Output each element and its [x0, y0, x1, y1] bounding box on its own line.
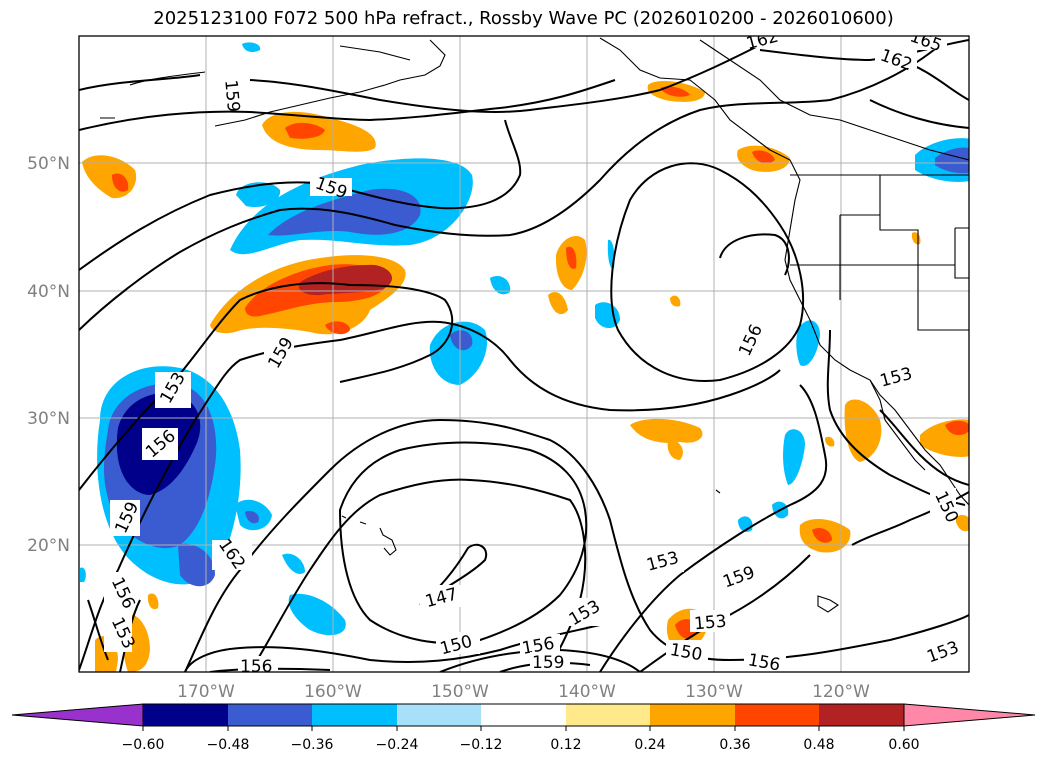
- colorbar-swatch: [397, 704, 481, 726]
- colorbar-tick-label: 0.48: [803, 737, 834, 753]
- colorbar-extend-high: [903, 703, 1036, 727]
- lat-label: 50°N: [27, 154, 70, 174]
- colorbar-tick-label: −0.36: [291, 737, 334, 753]
- figure-title: 2025123100 F072 500 hPa refract., Rossby…: [153, 8, 894, 29]
- gridlines: [79, 36, 969, 672]
- colorbar-swatch: [819, 704, 904, 726]
- colorbar-tick-label: 0.24: [634, 737, 665, 753]
- colorbar-swatch: [735, 704, 819, 726]
- colorbar-swatch: [143, 704, 228, 726]
- map-content: 162 165 162 159 159 159 156 153 153 156 …: [79, 36, 969, 677]
- contour-label: 156: [240, 657, 272, 677]
- contour-label: 156: [746, 650, 781, 675]
- colorbar-swatch: [228, 704, 312, 726]
- colorbar-tick-label: 0.36: [719, 737, 750, 753]
- colorbar-tick-label: −0.48: [207, 737, 250, 753]
- lon-label: 150°W: [431, 682, 489, 702]
- lon-label: 160°W: [304, 682, 362, 702]
- colorbar-extend-low: [11, 703, 144, 727]
- lat-label: 40°N: [27, 282, 70, 302]
- lat-label: 20°N: [27, 536, 70, 556]
- contour-label: 153: [693, 612, 727, 635]
- lon-label: 130°W: [685, 682, 743, 702]
- colorbar-tick-label: −0.24: [376, 737, 419, 753]
- colorbar-swatch: [650, 704, 735, 726]
- coastlines: [100, 37, 969, 613]
- colorbar-tick-label: −0.60: [122, 737, 165, 753]
- colorbar-tick-label: 0.12: [550, 737, 581, 753]
- lat-lon-labels: 170°W 160°W 150°W 140°W 130°W 120°W 50°N…: [27, 154, 870, 702]
- lon-label: 120°W: [812, 682, 870, 702]
- colorbar-swatch: [312, 704, 397, 726]
- colorbar-tick-label: 0.60: [888, 737, 919, 753]
- map-frame: [78, 35, 970, 673]
- contour-label: 159: [220, 79, 243, 113]
- colorbar: −0.60 −0.48 −0.36 −0.24 −0.12 0.12 0.24 …: [11, 703, 1036, 753]
- colorbar-tick-label: −0.12: [460, 737, 503, 753]
- lon-label: 140°W: [558, 682, 616, 702]
- contour-label: 159: [532, 653, 564, 673]
- colorbar-swatch: [481, 704, 566, 726]
- colorbar-swatch: [566, 704, 650, 726]
- lon-label: 170°W: [177, 682, 235, 702]
- lat-label: 30°N: [27, 409, 70, 429]
